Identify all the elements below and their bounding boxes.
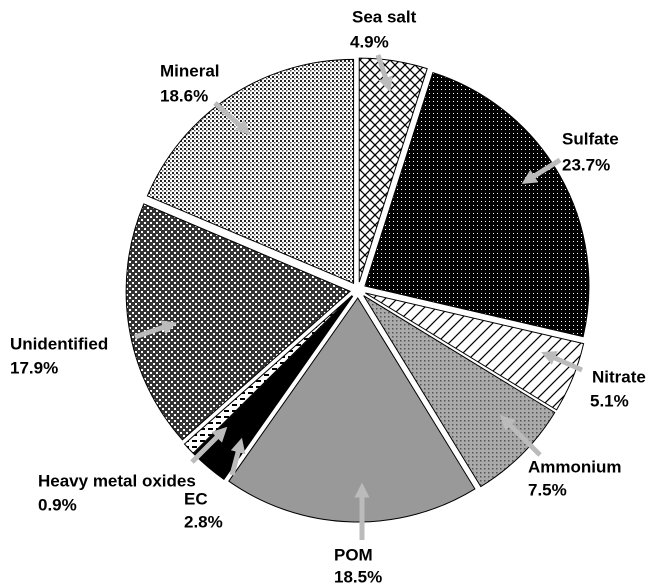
pie-slice [183,295,353,454]
slice-label: Mineral [160,61,220,80]
label-arrow [134,320,178,340]
slice-label: EC [184,489,208,508]
label-arrow [499,414,542,457]
pie-slice [364,71,590,338]
label-arrow [229,437,246,476]
slice-label: Sea salt [352,7,417,26]
value-label: 0.9% [38,495,77,514]
label-arrow [521,157,562,184]
slice-label: Heavy metal oxides [38,471,196,490]
label-arrow [541,351,584,373]
slice-label: Ammonium [528,457,622,476]
value-label: 18.6% [160,86,208,105]
pie-slice [228,297,476,523]
slice-label: Sulfate [562,129,619,148]
pie-slice [193,295,354,480]
value-label: 23.7% [562,155,610,174]
value-label: 4.9% [350,32,389,51]
value-label: 5.1% [590,391,629,410]
value-label: 17.9% [10,358,58,377]
slice-label: Unidentified [10,334,108,353]
label-arrow [190,426,228,464]
pie-slice [146,58,355,285]
slice-label: Nitrate [592,367,646,386]
value-label: 18.5% [334,567,382,586]
value-label: 2.8% [184,512,223,531]
pie-slice [365,292,585,411]
pie-slice [125,203,352,441]
label-arrow [375,54,393,93]
pie-slice [358,57,428,283]
label-arrow [213,101,251,136]
pie-slice [363,295,556,488]
value-label: 7.5% [528,480,567,499]
slice-label: POM [334,545,373,564]
